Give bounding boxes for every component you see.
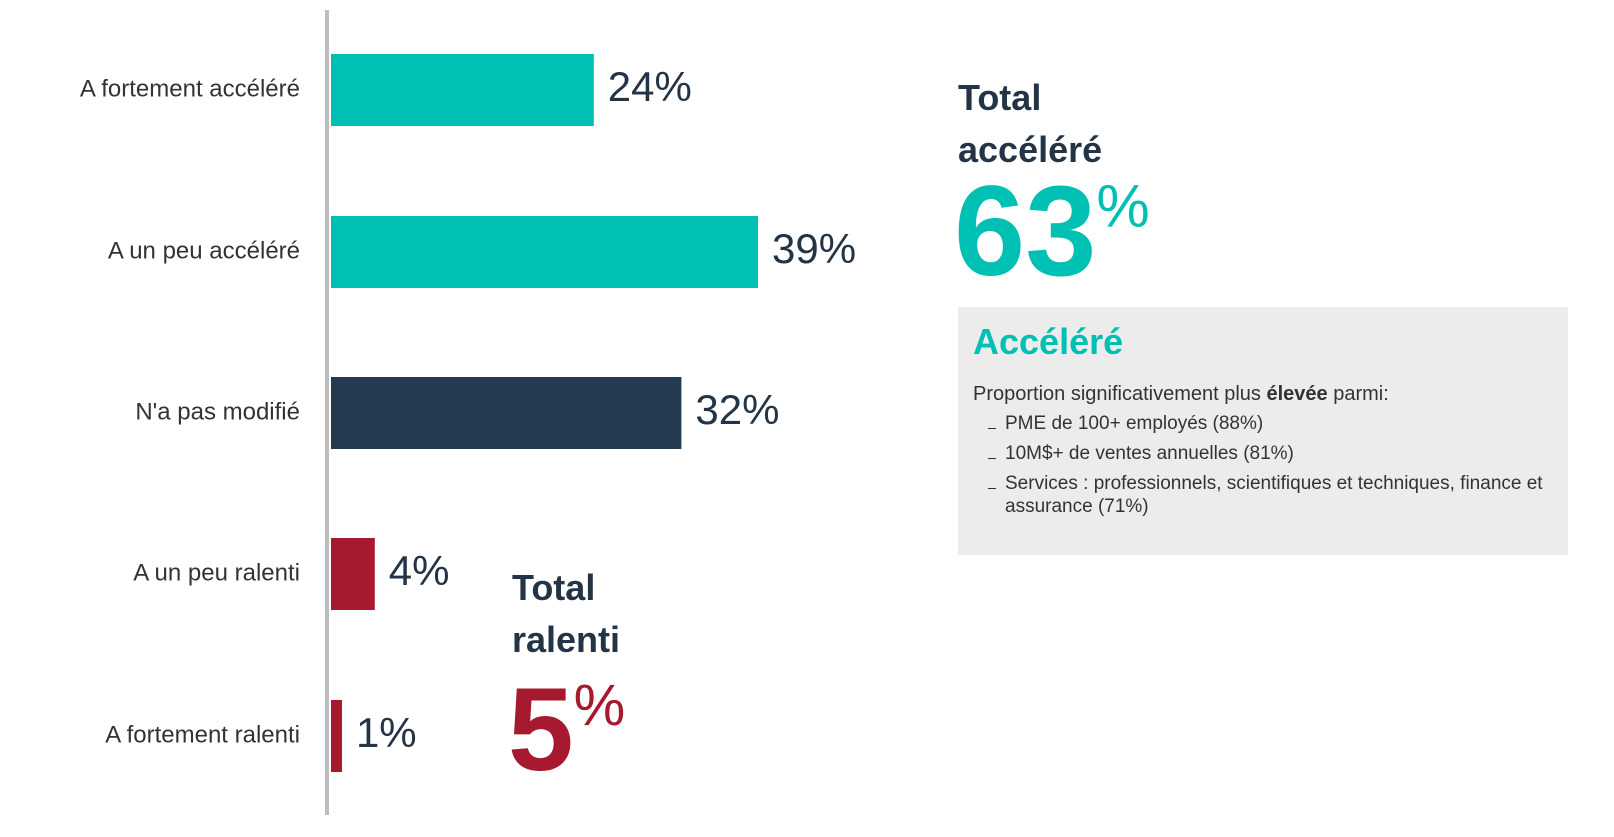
category-label: A fortement accéléré <box>80 75 300 102</box>
annotation-number: 63 <box>954 160 1096 303</box>
annotation-value: 5% <box>508 664 625 796</box>
category-label: A un peu ralenti <box>133 559 300 586</box>
bar <box>331 54 594 126</box>
category-label: N'a pas modifié <box>135 398 300 425</box>
bullet-dash <box>988 487 996 489</box>
bullet-text: Services : professionnels, scientifiques… <box>1005 472 1543 518</box>
value-label: 39% <box>772 225 856 272</box>
annotation-title: ralenti <box>512 619 620 660</box>
category-label: A un peu accéléré <box>108 237 300 264</box>
annotation-unit: % <box>1096 172 1149 239</box>
bullet-text: PME de 100+ employés (88%) <box>1005 413 1264 434</box>
bullet: 10M$+ de ventes annuelles (81%) <box>973 442 1558 466</box>
annotation-title: Total <box>958 77 1041 118</box>
annotation-value: 63% <box>954 160 1150 303</box>
bullet: PME de 100+ employés (88%) <box>973 412 1558 436</box>
intro-text: parmi: <box>1327 383 1389 405</box>
callout-heading: Accéléré <box>973 321 1124 362</box>
value-label: 32% <box>695 386 779 433</box>
bar <box>331 700 342 772</box>
bar <box>331 216 759 288</box>
category-label: A fortement ralenti <box>105 721 300 748</box>
bullet-dash <box>988 457 996 459</box>
annotation-unit: % <box>574 673 626 738</box>
bullet-dash <box>988 428 996 429</box>
value-label: 4% <box>389 547 450 594</box>
value-label: 1% <box>356 709 417 756</box>
bullet-list: PME de 100+ employés (88%) 10M$+ de vente… <box>973 412 1558 519</box>
callout-intro: Proportion significativement plus élevée… <box>973 383 1558 406</box>
intro-text: Proportion significativement plus <box>973 383 1267 405</box>
bullet: Services : professionnels, scientifiques… <box>973 472 1558 520</box>
bar <box>331 538 375 610</box>
annotation-number: 5 <box>508 664 574 796</box>
value-label: 24% <box>608 63 692 110</box>
annotation-title: accéléré <box>958 129 1102 170</box>
callout-box: Accéléré Proportion significativement pl… <box>958 307 1568 555</box>
intro-bold: élevée <box>1266 383 1328 405</box>
annotation-title: Total <box>512 567 595 608</box>
bullet-text: 10M$+ de ventes annuelles (81%) <box>1005 442 1294 464</box>
bar <box>331 377 682 449</box>
